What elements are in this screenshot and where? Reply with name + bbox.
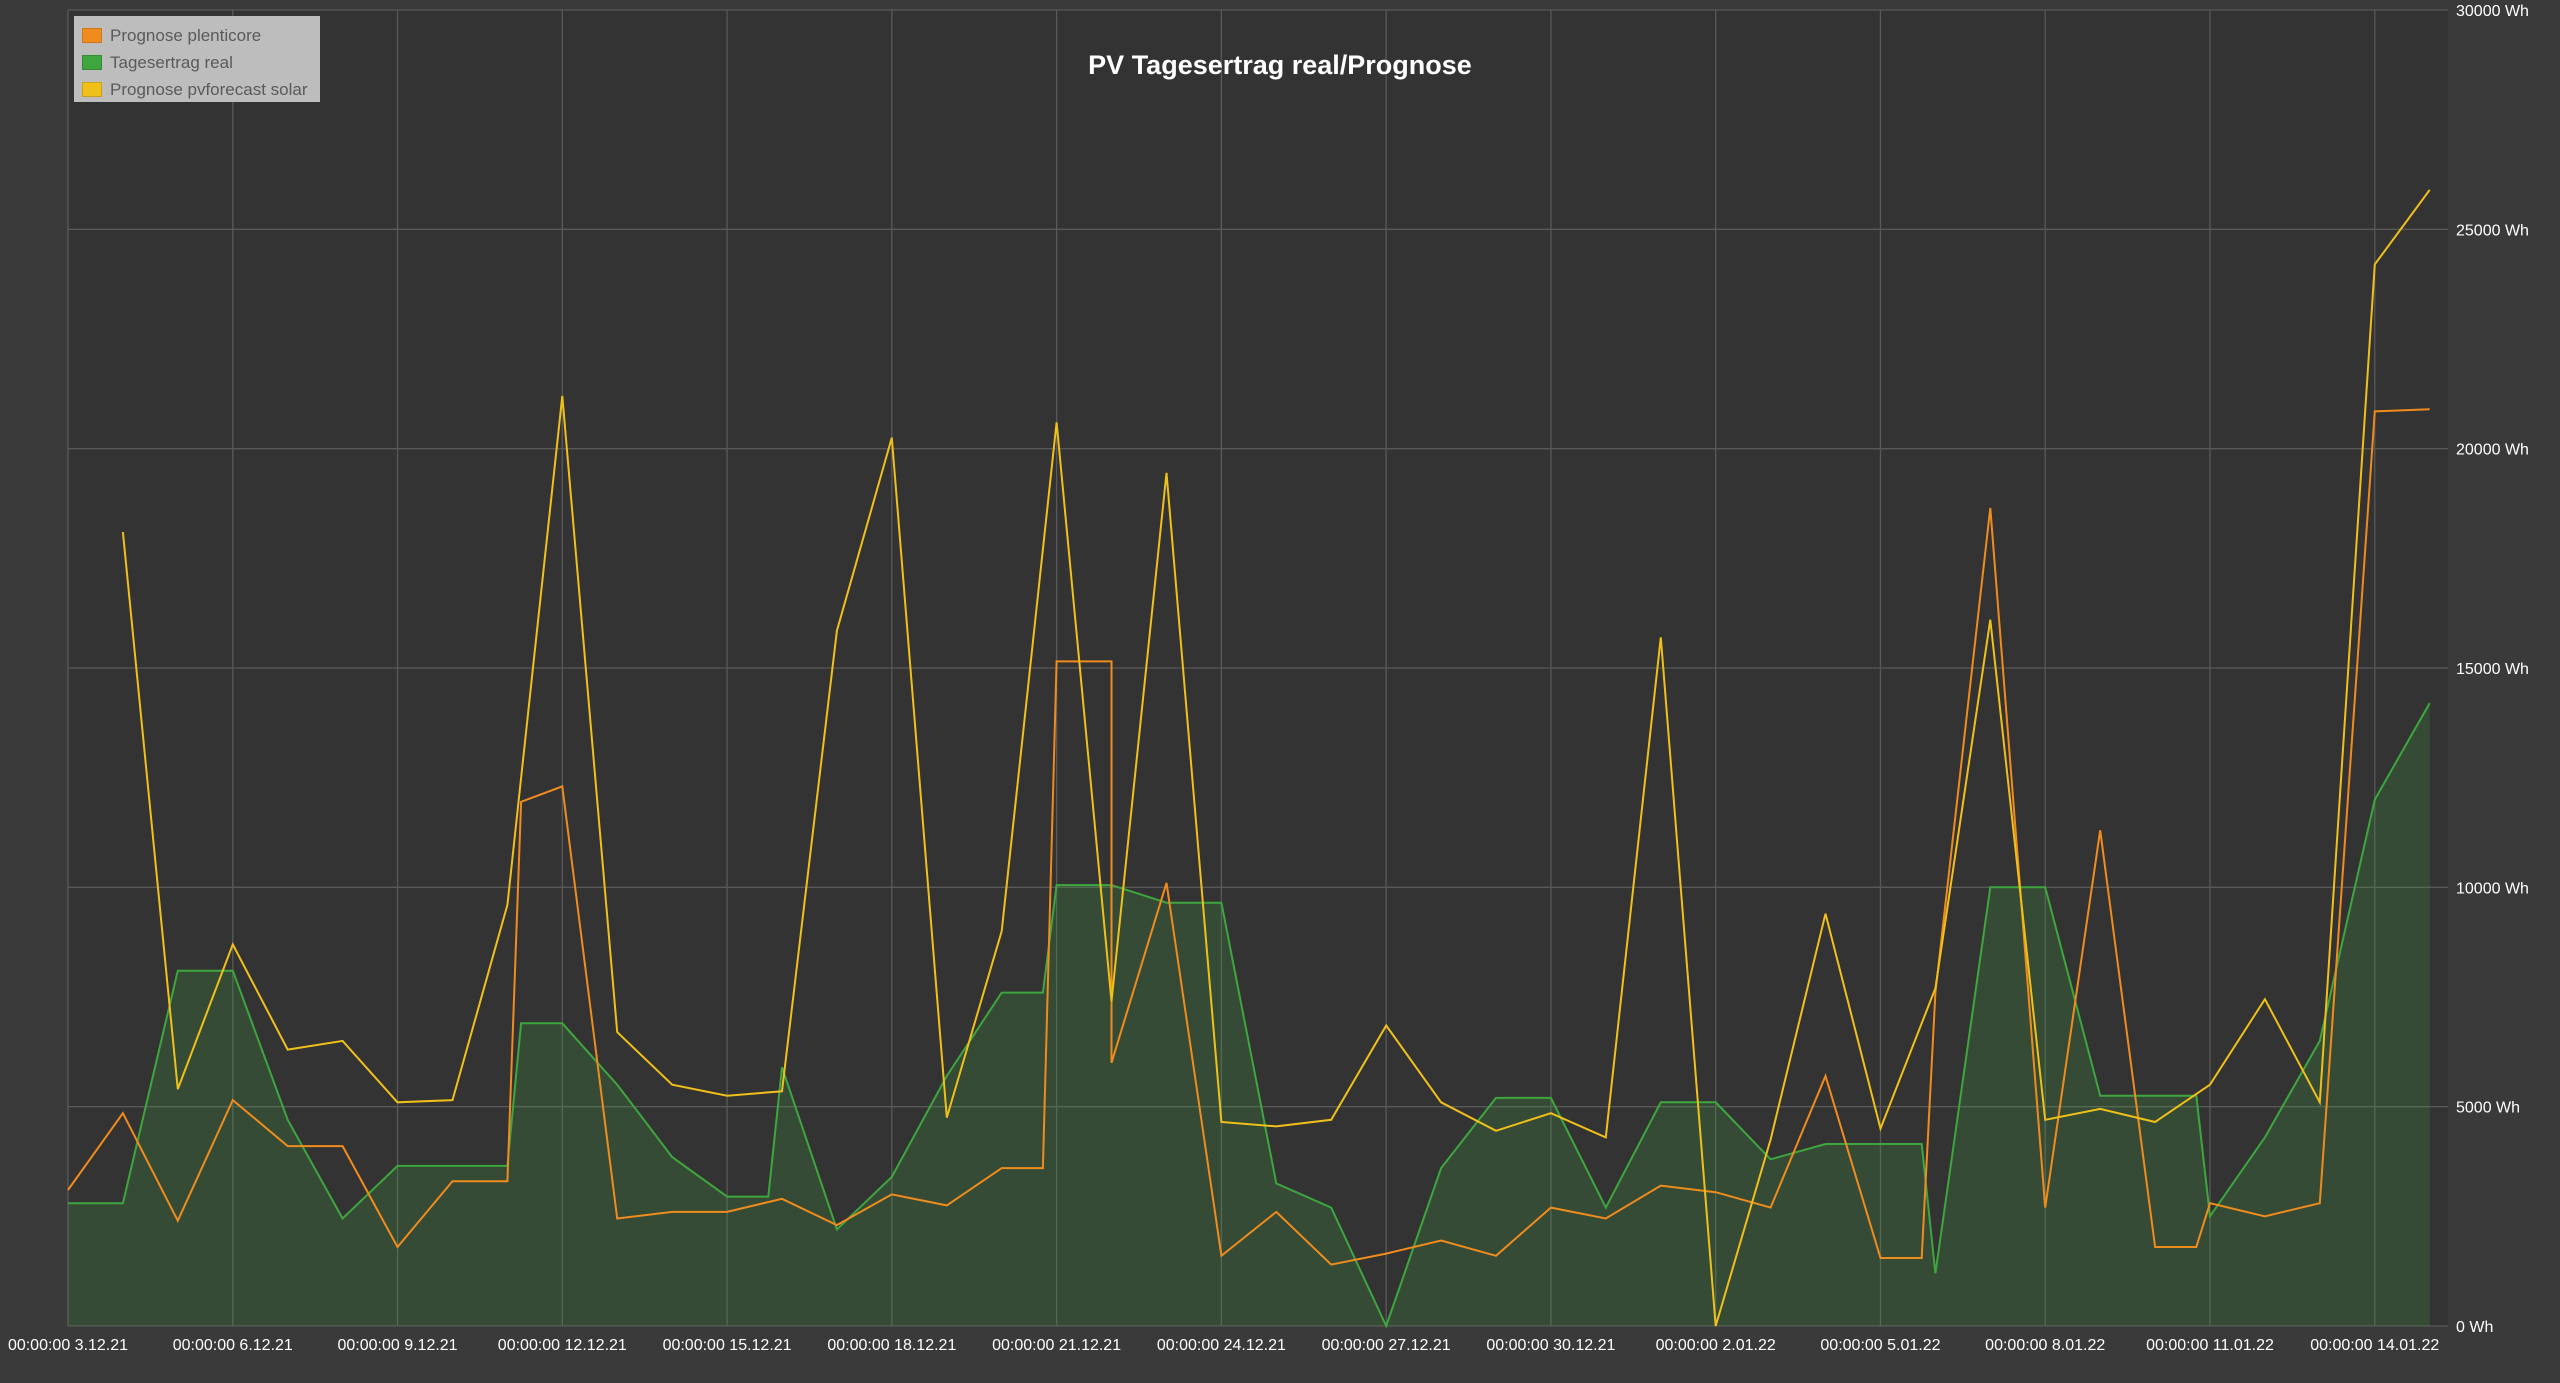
x-tick-label: 00:00:00 6.12.21 [173, 1337, 293, 1354]
y-tick-label: 20000 Wh [2456, 442, 2529, 459]
chart-legend: Prognose plenticore Tagesertrag real Pro… [74, 16, 320, 102]
series-area-tagesertrag-real [68, 703, 2430, 1326]
x-tick-label: 00:00:00 24.12.21 [1157, 1337, 1286, 1354]
x-tick-label: 00:00:00 30.12.21 [1486, 1337, 1615, 1354]
y-tick-label: 30000 Wh [2456, 3, 2529, 20]
x-tick-label: 00:00:00 9.12.21 [337, 1337, 457, 1354]
y-tick-label: 5000 Wh [2456, 1100, 2520, 1117]
x-tick-label: 00:00:00 11.01.22 [2146, 1337, 2274, 1354]
legend-swatch-prognose-plenticore [82, 28, 102, 43]
x-tick-label: 00:00:00 8.01.22 [1985, 1337, 2105, 1354]
x-tick-label: 00:00:00 21.12.21 [992, 1337, 1121, 1354]
x-tick-label: 00:00:00 15.12.21 [663, 1337, 792, 1354]
y-tick-label: 25000 Wh [2456, 222, 2529, 239]
legend-item-prognose-pvforecast-solar[interactable]: Prognose pvforecast solar [82, 76, 320, 103]
legend-label-prognose-pvforecast-solar: Prognose pvforecast solar [110, 79, 308, 99]
x-tick-label: 00:00:00 2.01.22 [1656, 1337, 1776, 1354]
x-tick-label: 00:00:00 12.12.21 [498, 1337, 627, 1354]
series-line-prognose-pvforecast-solar [121, 189, 2431, 1327]
axis-layer: 0 Wh 5000 Wh 10000 Wh 15000 Wh 20000 Wh 25000… [8, 3, 2529, 1354]
y-tick-label: 0 Wh [2456, 1319, 2493, 1336]
legend-item-prognose-plenticore[interactable]: Prognose plenticore [82, 22, 320, 49]
x-tick-label: 00:00:00 18.12.21 [827, 1337, 956, 1354]
x-tick-label: 00:00:00 27.12.21 [1322, 1337, 1451, 1354]
x-tick-label: 00:00:00 5.01.22 [1820, 1337, 1940, 1354]
legend-swatch-prognose-pvforecast-solar [82, 82, 102, 97]
chart-title: PV Tagesertrag real/Prognose [1088, 50, 1472, 80]
legend-label-tagesertrag-real: Tagesertrag real [110, 52, 233, 72]
y-tick-label: 10000 Wh [2456, 880, 2529, 897]
y-tick-label: 15000 Wh [2456, 661, 2529, 678]
series-line-prognose-plenticore [67, 408, 2430, 1266]
x-tick-label: 00:00:00 3.12.21 [8, 1337, 128, 1354]
legend-label-prognose-plenticore: Prognose plenticore [110, 25, 262, 45]
x-tick-label: 00:00:00 14.01.22 [2310, 1337, 2439, 1354]
grid-layer [67, 9, 2448, 1327]
legend-swatch-tagesertrag-real [82, 55, 102, 70]
series-layer [67, 189, 2431, 1329]
legend-item-tagesertrag-real[interactable]: Tagesertrag real [82, 49, 320, 76]
